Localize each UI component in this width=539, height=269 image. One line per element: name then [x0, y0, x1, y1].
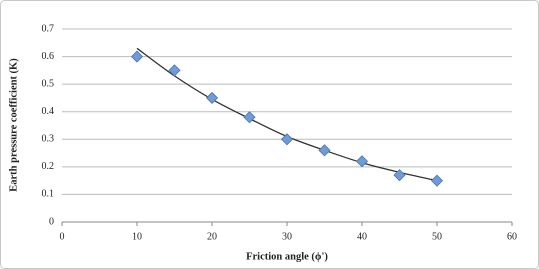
x-tick-label: 0	[60, 231, 65, 242]
data-point	[205, 91, 219, 104]
data-point	[130, 50, 144, 63]
x-tick-label: 40	[357, 231, 367, 242]
y-tick-label: 0.4	[42, 106, 55, 117]
y-tick-label: 0.7	[42, 23, 55, 34]
y-tick-label: 0.3	[42, 134, 55, 145]
y-tick-label: 0.1	[42, 189, 55, 200]
data-point	[393, 169, 406, 182]
x-tick-label: 30	[282, 231, 292, 242]
data-point	[280, 133, 294, 146]
y-tick-label: 0	[49, 216, 54, 227]
x-tick-label: 20	[207, 231, 217, 242]
data-point	[355, 155, 369, 168]
y-axis-title: Earth pressure coefficient (K)	[8, 58, 19, 192]
data-point	[430, 174, 444, 187]
x-tick-label: 10	[132, 231, 142, 242]
data-point	[168, 64, 181, 77]
x-axis-title: Friction angle (ϕ')	[246, 251, 328, 262]
data-point	[318, 144, 331, 157]
x-tick-label: 60	[507, 231, 517, 242]
y-tick-label: 0.2	[42, 161, 55, 172]
data-point	[243, 111, 256, 124]
x-tick-label: 50	[432, 231, 442, 242]
y-tick-label: 0.5	[42, 78, 55, 89]
y-tick-label: 0.6	[42, 51, 55, 62]
